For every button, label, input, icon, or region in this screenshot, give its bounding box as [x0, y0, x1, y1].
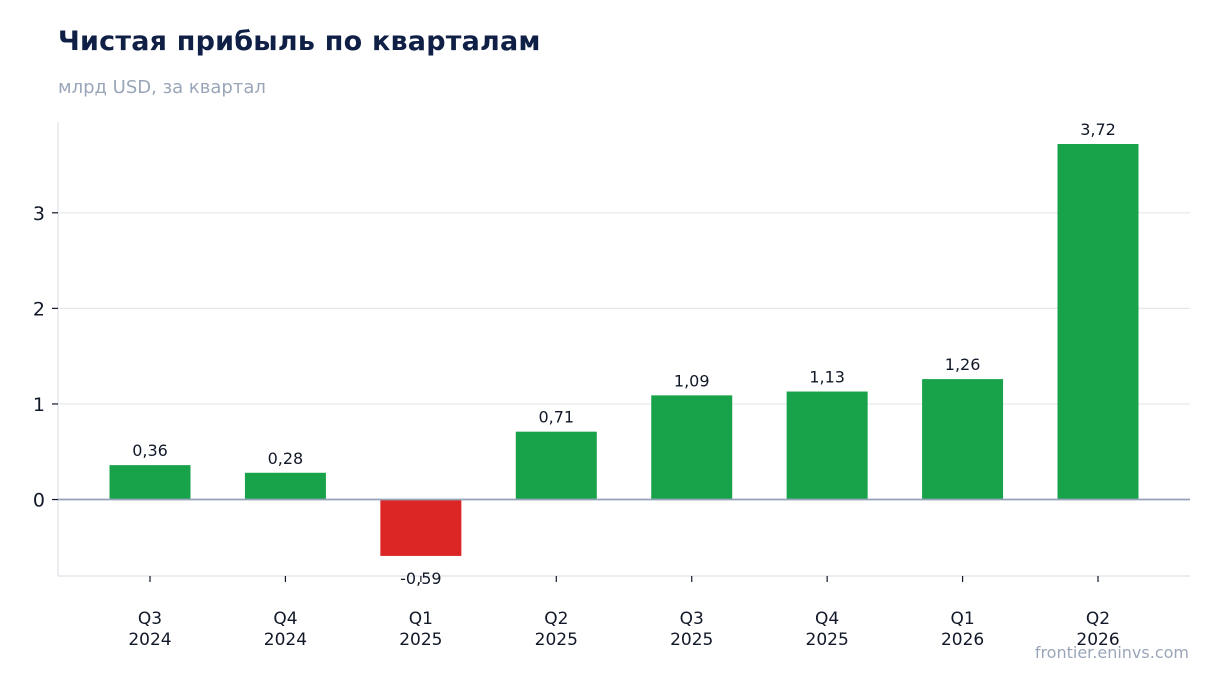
x-tick-label: Q2 2025 [535, 609, 578, 650]
bar-value-label: 3,72 [1080, 120, 1116, 139]
bar [515, 431, 597, 500]
bar-value-label: 0,71 [538, 408, 574, 427]
bar [1057, 143, 1139, 500]
bar [380, 499, 462, 556]
y-tick-label: 1 [33, 394, 45, 416]
bar [786, 391, 868, 500]
bar-value-label: 0,36 [132, 441, 168, 460]
x-tick-label: Q3 2025 [670, 609, 713, 650]
x-tick-label: Q2 2026 [1076, 609, 1119, 650]
bar-value-label: 0,28 [268, 449, 304, 468]
bar-value-label: 1,26 [945, 355, 981, 374]
x-tick-label: Q1 2026 [941, 609, 984, 650]
y-tick-label: 3 [33, 203, 45, 225]
watermark: frontier.eninvs.com [1034, 643, 1189, 662]
chart-title: Чистая прибыль по кварталам [58, 26, 541, 57]
bar [244, 472, 326, 500]
x-tick-label: Q3 2024 [128, 609, 171, 650]
bar [109, 465, 191, 500]
y-tick-label: 2 [33, 298, 45, 320]
x-tick-label: Q4 2025 [806, 609, 849, 650]
chart-subtitle: млрд USD, за квартал [58, 77, 266, 98]
bar [651, 395, 733, 500]
x-tick-label: Q1 2025 [399, 609, 442, 650]
y-tick-label: 0 [33, 490, 45, 512]
bar-value-label: 1,09 [674, 371, 710, 390]
x-tick-label: Q4 2024 [264, 609, 307, 650]
bar [922, 379, 1004, 500]
bar-value-label: 1,13 [809, 368, 845, 387]
